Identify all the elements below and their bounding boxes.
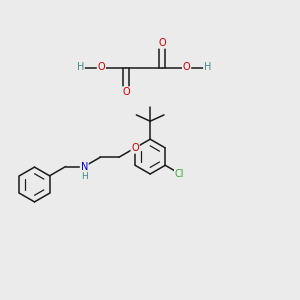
Text: Cl: Cl <box>175 169 184 178</box>
Text: O: O <box>131 143 139 153</box>
Text: H: H <box>77 62 84 73</box>
Text: O: O <box>98 62 105 73</box>
Text: O: O <box>183 62 190 73</box>
Text: N: N <box>81 161 88 172</box>
Text: O: O <box>122 87 130 97</box>
Text: O: O <box>158 38 166 48</box>
Text: H: H <box>81 172 88 181</box>
Text: H: H <box>204 62 211 73</box>
